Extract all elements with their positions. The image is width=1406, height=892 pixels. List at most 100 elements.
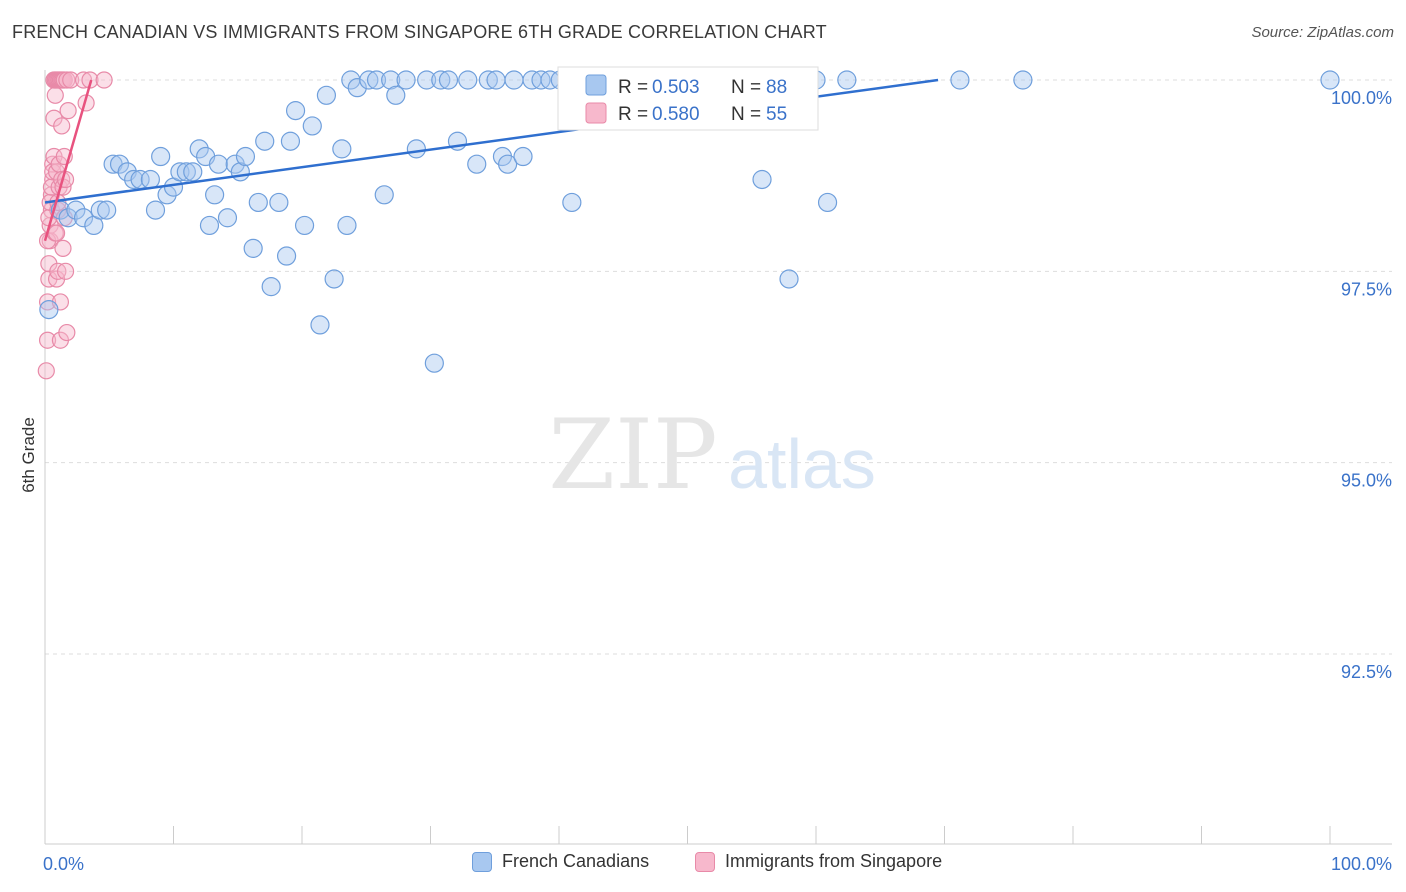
french-canadian-point-59 [458, 70, 478, 90]
french-canadian-point-39 [302, 116, 322, 136]
legend-r-label-1: R = [618, 77, 648, 98]
french-canadian-point-62 [486, 70, 506, 90]
singapore-point-2 [38, 293, 57, 311]
chart-title: FRENCH CANADIAN VS IMMIGRANTS FROM SINGA… [12, 22, 827, 42]
french-canadian-point-46 [347, 78, 367, 98]
legend-r-value-1: 0.503 [652, 77, 700, 98]
y-axis-label: 6th Grade [19, 417, 38, 493]
french-canadian-point-87 [1320, 70, 1340, 90]
singapore-point-37 [59, 102, 77, 120]
x-tick-label-1: 100.0% [1331, 854, 1392, 874]
legend-r-value-2: 0.580 [652, 104, 700, 125]
singapore-point-51 [74, 71, 93, 89]
french-canadian-point-47 [359, 70, 379, 90]
source-label: Source: ZipAtlas.com [1251, 24, 1394, 41]
axes: 0.0% 100.0% [43, 70, 1392, 874]
french-canadian-point-43 [332, 139, 352, 159]
singapore-point-38 [47, 224, 66, 242]
grid-lines: 100.0% 97.5% 95.0% 92.5% [45, 79, 1392, 682]
legend-swatch-pink [585, 102, 607, 124]
series-legend: French Canadians Immigrants from Singapo… [0, 851, 1406, 879]
french-canadian-point-37 [285, 101, 306, 121]
singapore-point-1 [38, 331, 57, 349]
y-tick-label-1: 97.5% [1341, 279, 1392, 299]
singapore-point-50 [62, 71, 80, 89]
french-canadian-point-85 [950, 70, 970, 90]
french-canadian-point-21 [189, 139, 209, 159]
french-canadian-point-52 [396, 70, 416, 90]
french-canadian-point-64 [498, 154, 518, 174]
watermark-zip: ZIP [548, 399, 717, 511]
french-canadian-point-36 [280, 131, 301, 151]
watermark-atlas: atlas [728, 425, 876, 503]
french-canadian-point-50 [381, 70, 401, 90]
singapore-point-13 [46, 86, 64, 104]
french-canadian-point-31 [248, 192, 268, 213]
trend-line-singapore [43, 79, 93, 242]
french-canadian-point-38 [294, 215, 315, 236]
french-canadian-point-9 [109, 154, 130, 174]
french-canadian-point-30 [243, 238, 263, 258]
legend-n-label-2: N = [731, 104, 761, 125]
french-canadian-point-41 [316, 85, 337, 105]
french-canadian-point-40 [310, 315, 330, 335]
legend-label-singapore: Immigrants from Singapore [725, 851, 943, 871]
french-canadian-point-34 [269, 192, 289, 213]
french-canadian-point-32 [255, 131, 275, 151]
y-tick-label-2: 95.0% [1341, 471, 1392, 491]
french-canadian-point-44 [337, 215, 357, 236]
french-canadian-point-26 [217, 208, 238, 228]
french-canadian-point-42 [324, 269, 344, 289]
french-canadian-point-51 [386, 85, 406, 105]
singapore-point-36 [58, 323, 76, 342]
french-canadian-point-60 [467, 154, 487, 174]
french-canadian-point-15 [151, 146, 171, 167]
french-canadian-point-35 [276, 246, 297, 266]
french-canadian-point-0 [39, 300, 59, 320]
french-canadian-point-33 [261, 277, 281, 297]
y-tick-label-0: 100.0% [1331, 88, 1392, 108]
french-canadian-point-2 [58, 208, 78, 228]
french-canadian-point-80 [752, 169, 772, 190]
stats-legend: R = 0.503 N = 88 R = 0.580 N = 55 [557, 66, 819, 131]
french-canadian-point-61 [478, 70, 498, 90]
singapore-point-31 [54, 239, 72, 257]
french-canadian-point-25 [208, 154, 229, 174]
y-tick-label-3: 92.5% [1341, 662, 1392, 682]
french-canadian-point-53 [406, 139, 426, 159]
french-canadian-point-83 [817, 192, 838, 213]
x-tick-label-0: 0.0% [43, 854, 84, 874]
french-canadian-point-14 [145, 200, 166, 220]
legend-label-french-canadians: French Canadians [502, 851, 650, 871]
french-canadian-point-54 [417, 70, 437, 90]
french-canadian-point-84 [837, 70, 857, 90]
legend-swatch-blue [585, 74, 607, 96]
french-canadian-point-66 [513, 146, 533, 167]
french-canadian-point-71 [562, 192, 582, 213]
french-canadian-point-49 [374, 185, 394, 205]
french-canadian-point-55 [424, 353, 444, 373]
legend-swatch-french-canadians [472, 851, 492, 872]
legend-r-label-2: R = [618, 104, 648, 125]
french-canadian-point-13 [140, 169, 160, 190]
legend-n-label-1: N = [731, 77, 761, 98]
legend-item-singapore: Immigrants from Singapore [695, 851, 942, 872]
singapore-point-49 [58, 71, 76, 89]
singapore-point-35 [56, 262, 75, 280]
french-canadian-point-7 [97, 200, 117, 220]
french-canadian-point-86 [1013, 70, 1033, 90]
french-canadian-point-4 [73, 208, 94, 228]
singapore-point-54 [95, 71, 113, 89]
french-canadian-point-57 [438, 70, 459, 90]
legend-n-value-2: 55 [766, 104, 787, 125]
french-canadian-point-23 [199, 215, 220, 236]
french-canadian-point-20 [183, 162, 203, 182]
french-canadian-point-19 [176, 162, 196, 182]
french-canadian-point-24 [205, 185, 225, 205]
singapore-point-0 [37, 362, 55, 380]
legend-swatch-singapore [695, 851, 715, 872]
legend-n-value-1: 88 [766, 77, 787, 98]
french-canadian-point-11 [124, 169, 144, 190]
french-canadian-point-6 [90, 200, 110, 220]
